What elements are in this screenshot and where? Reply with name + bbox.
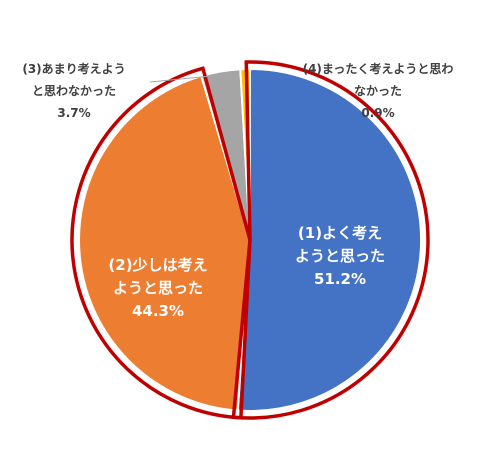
- slice-label-line-3-1: (3)あまり考えよう: [22, 61, 125, 76]
- slice-value-2: 44.3%: [132, 302, 184, 320]
- highlight-outline-2: [70, 66, 252, 420]
- slice-label-line-1-1: (1)よく考え: [298, 224, 382, 242]
- pie-slice-1: [236, 67, 423, 412]
- highlight-outline-1: [231, 60, 430, 420]
- slice-value-1: 51.2%: [314, 270, 366, 288]
- slice-label-line-2-1: (2)少しは考え: [108, 256, 207, 274]
- slice-value-4: 0.9%: [361, 106, 394, 120]
- leader-line-3: [149, 73, 233, 83]
- slice-label-line-4-1: (4)まったく考えようと思わ: [303, 61, 454, 76]
- slice-label-line-3-2: と思わなかった: [32, 84, 116, 98]
- slice-label-line-1-2: ようと思った: [295, 247, 385, 265]
- slice-label-line-4-2: なかった: [354, 84, 402, 98]
- slice-labels: (1)よく考えようと思った 51.2%(2)少しは考えようと思った 44.3%(3)…: [22, 61, 453, 320]
- slice-label-3: (3)あまり考えようと思わなかった 3.7%: [22, 61, 125, 120]
- slice-label-2: (2)少しは考えようと思った 44.3%: [108, 256, 207, 320]
- slice-label-1: (1)よく考えようと思った 51.2%: [295, 224, 385, 288]
- slice-value-3: 3.7%: [57, 106, 90, 120]
- slice-label-4: (4)まったく考えようと思わなかった 0.9%: [303, 61, 454, 120]
- highlight-outlines: [70, 60, 430, 420]
- slice-label-line-2-2: ようと思った: [113, 279, 203, 297]
- pie-slice-2: [78, 74, 252, 412]
